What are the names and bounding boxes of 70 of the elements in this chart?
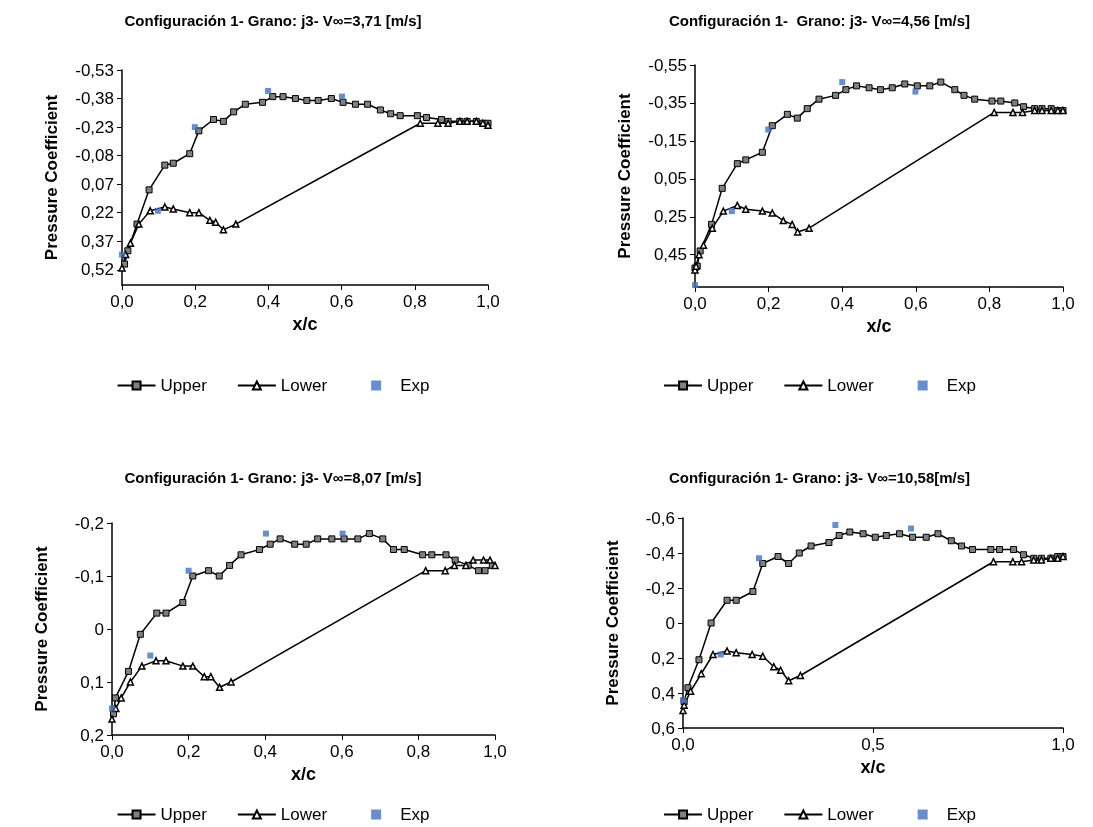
y-tick-label: 0,37 <box>80 231 114 251</box>
x-axis-title: x/c <box>866 315 892 336</box>
y-tick-label: 0,07 <box>80 174 114 194</box>
chart-title: Configuración 1- Grano: j3- V∞=10,58[m/s] <box>668 469 971 486</box>
chart-title: Configuración 1- Grano: j3- V∞=3,71 [m/s] <box>124 12 422 29</box>
legend-label: Lower <box>827 376 874 395</box>
y-tick-label: -0,08 <box>75 146 114 166</box>
legend-label: Upper <box>160 376 208 395</box>
x-tick-label: 0,8 <box>402 292 427 311</box>
x-tick-label: 1,0 <box>483 742 507 761</box>
y-axis-title: Pressure Coefficient <box>603 540 622 706</box>
x-tick-label: 0,8 <box>406 742 431 761</box>
legend-label: Lower <box>827 805 874 824</box>
x-tick-label: 0,5 <box>861 735 885 754</box>
legend-label: Exp <box>946 376 976 395</box>
legend-label: Lower <box>280 376 328 395</box>
x-axis-title: x/c <box>290 763 317 784</box>
legend-label: Upper <box>707 376 754 395</box>
x-tick-label: 1,0 <box>476 292 500 311</box>
x-tick-label: 0,2 <box>756 294 781 313</box>
x-tick-label: 0,2 <box>183 292 208 311</box>
legend-label: Upper <box>707 805 754 824</box>
y-tick-label: -0,2 <box>74 513 104 533</box>
y-tick-label: 0,52 <box>80 260 114 280</box>
y-tick-label: 0,22 <box>80 203 114 223</box>
y-tick-label: -0,2 <box>645 578 675 598</box>
y-tick-label: -0,53 <box>75 60 114 80</box>
x-axis-title: x/c <box>860 756 886 777</box>
y-tick-label: 0,25 <box>653 207 687 227</box>
x-tick-label: 0,0 <box>100 742 124 761</box>
y-tick-label: 0,6 <box>651 718 675 738</box>
y-tick-label: 0 <box>665 613 675 633</box>
x-tick-label: 0,8 <box>977 294 1002 313</box>
x-tick-label: 0,4 <box>253 742 278 761</box>
y-axis-title: Pressure Coefficient <box>42 94 61 261</box>
y-tick-label: 0,1 <box>80 672 104 692</box>
y-tick-label: -0,55 <box>648 55 687 75</box>
x-tick-label: 0,4 <box>256 292 281 311</box>
y-tick-label: 0,45 <box>653 245 687 265</box>
y-tick-label: 0,05 <box>653 169 687 189</box>
x-tick-label: 0,6 <box>329 292 354 311</box>
legend-label: Lower <box>280 805 328 824</box>
x-tick-label: 1,0 <box>1051 294 1075 313</box>
y-tick-label: -0,35 <box>648 93 687 113</box>
x-tick-label: 0,0 <box>110 292 134 311</box>
x-axis-title: x/c <box>292 313 318 334</box>
y-tick-label: -0,6 <box>645 508 675 528</box>
y-tick-label: -0,23 <box>75 117 114 137</box>
x-tick-label: 0,6 <box>903 294 928 313</box>
chart-title: Configuración 1- Grano: j3- V∞=4,56 [m/s] <box>668 12 971 29</box>
y-tick-label: 0,2 <box>651 648 675 668</box>
x-tick-label: 0,2 <box>176 742 201 761</box>
y-tick-label: 0,4 <box>651 683 675 703</box>
x-tick-label: 0,0 <box>683 294 707 313</box>
y-tick-label: -0,1 <box>74 566 104 586</box>
x-tick-label: 1,0 <box>1051 735 1075 754</box>
legend-label: Exp <box>400 376 430 395</box>
y-tick-label: 0 <box>94 619 104 639</box>
legend-label: Exp <box>946 805 976 824</box>
y-tick-label: -0,4 <box>645 543 675 563</box>
x-tick-label: 0,4 <box>830 294 855 313</box>
y-tick-label: -0,38 <box>75 89 114 109</box>
x-tick-label: 0,0 <box>671 735 695 754</box>
y-axis-title: Pressure Coefficient <box>615 93 634 259</box>
legend-label: Upper <box>160 805 208 824</box>
x-tick-label: 0,6 <box>329 742 354 761</box>
y-tick-label: -0,15 <box>648 131 687 151</box>
y-axis-title: Pressure Coefficient <box>32 546 51 712</box>
legend-label: Exp <box>400 805 430 824</box>
chart-title: Configuración 1- Grano: j3- V∞=8,07 [m/s] <box>124 469 422 486</box>
